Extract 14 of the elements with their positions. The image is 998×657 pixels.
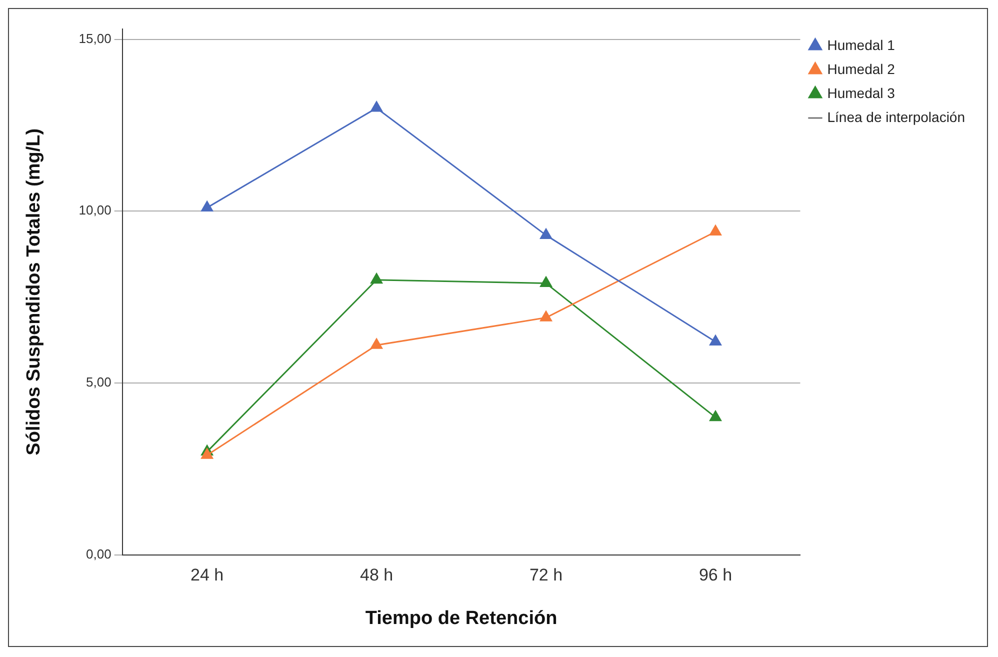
y-tick-label: 5,00 [86,374,112,390]
legend-label: Humedal 1 [827,36,896,53]
x-tick-label: 48 h [360,566,394,585]
y-tick-label: 15,00 [78,30,112,46]
legend-label: Humedal 2 [827,60,896,77]
y-axis-title: Sólidos Suspendidos Totales (mg/L) [24,128,45,456]
legend-label: Humedal 3 [827,84,896,101]
y-tick-label: 0,00 [86,546,112,562]
x-axis-title: Tiempo de Retención [365,608,558,629]
text: Línea de interpolación [827,108,966,125]
y-tick-label: 10,00 [78,202,112,218]
x-tick-label: 72 h [529,566,563,585]
x-tick-label: 96 h [698,566,732,585]
x-tick-label: 24 h [190,566,224,585]
